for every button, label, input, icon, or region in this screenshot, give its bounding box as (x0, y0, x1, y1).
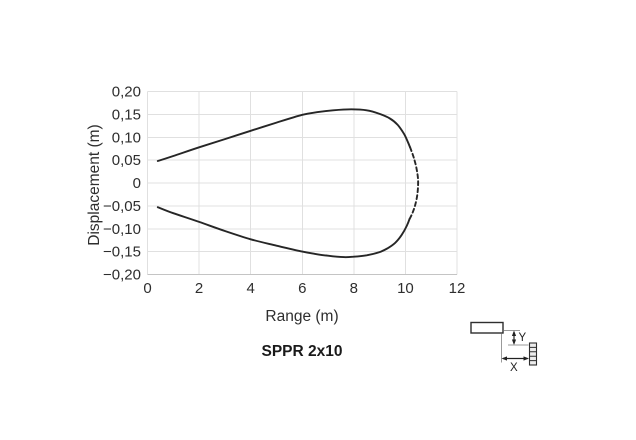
device-rect (470, 321, 504, 334)
y-tick-label: 0,10 (112, 129, 141, 146)
y-tick-label: −0,20 (103, 267, 141, 284)
y-tick-label: 0 (133, 175, 141, 192)
x-tick-label: 4 (246, 280, 254, 297)
y-tick-label: 0,15 (112, 106, 141, 123)
geometry-legend-icon: Y X (470, 321, 538, 374)
x-axis-title: Range (m) (265, 308, 339, 325)
y-arrowhead-down (511, 339, 517, 345)
y-tick-label: −0,15 (103, 244, 141, 261)
x-distance-label: X (510, 362, 518, 374)
y-tick-label: 0,20 (112, 84, 141, 101)
y-tick-label: −0,10 (103, 221, 141, 238)
x-tick-label: 0 (143, 280, 151, 297)
series-envelope-lower (156, 206, 411, 259)
x-arrowhead-right (523, 356, 529, 361)
x-tick-label: 10 (397, 280, 414, 297)
y-tick-label: −0,05 (103, 198, 141, 215)
series-envelope-tip (408, 146, 420, 221)
x-tick-label: 6 (298, 280, 306, 297)
x-arrowhead-left (501, 356, 507, 361)
target-bar (528, 342, 538, 366)
series-envelope-upper (156, 108, 412, 162)
y-arrowhead-up (511, 330, 517, 336)
x-tick-label: 2 (195, 280, 203, 297)
x-tick-label: 8 (350, 280, 358, 297)
y-axis-title: Displacement (m) (86, 124, 103, 246)
target-bar-hatching (529, 346, 537, 362)
y-tick-label: 0,05 (112, 152, 141, 169)
chart-title: SPPR 2x10 (261, 343, 343, 360)
y-distance-label: Y (519, 332, 527, 344)
x-tick-label: 12 (449, 280, 466, 297)
